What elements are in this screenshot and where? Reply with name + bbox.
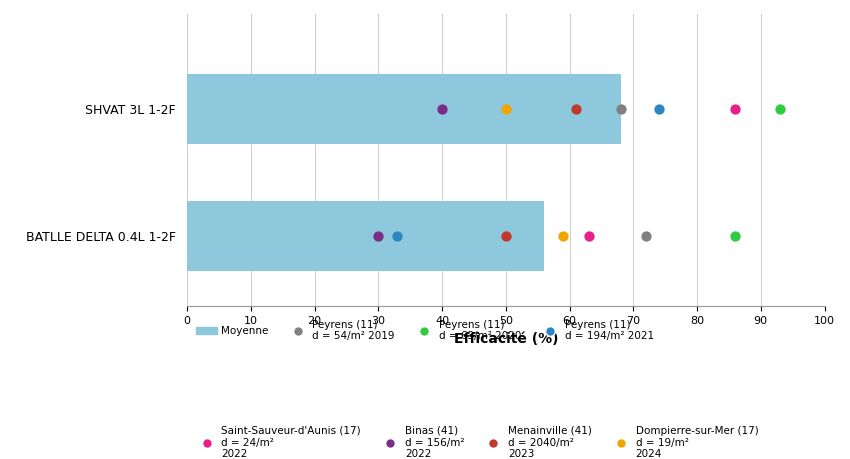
X-axis label: Efficacité (%): Efficacité (%) bbox=[454, 331, 558, 346]
Point bbox=[499, 106, 513, 113]
Point bbox=[390, 233, 405, 240]
Point bbox=[614, 106, 627, 113]
Point bbox=[499, 233, 513, 240]
Point bbox=[371, 233, 385, 240]
Bar bbox=[187, 202, 544, 271]
Point bbox=[639, 233, 653, 240]
Point bbox=[570, 106, 583, 113]
Point bbox=[556, 233, 570, 240]
Point bbox=[652, 106, 666, 113]
Bar bbox=[187, 74, 620, 144]
Legend: Saint-Sauveur-d'Aunis (17)
d = 24/m²
2022, Binas (41)
d = 156/m²
2022, Menainvil: Saint-Sauveur-d'Aunis (17) d = 24/m² 202… bbox=[192, 422, 762, 459]
Point bbox=[728, 106, 742, 113]
Point bbox=[773, 106, 786, 113]
Point bbox=[728, 233, 742, 240]
Point bbox=[581, 233, 595, 240]
Point bbox=[435, 106, 449, 113]
